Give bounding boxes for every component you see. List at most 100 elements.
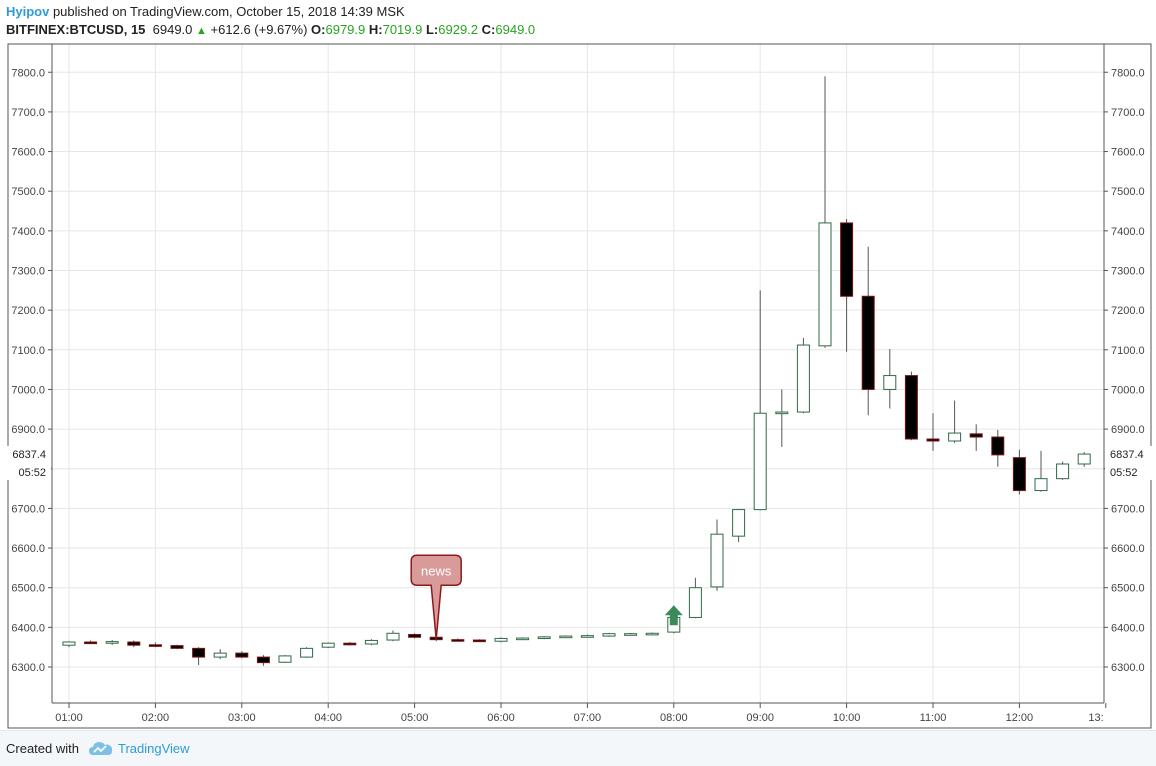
news-flag <box>410 554 462 640</box>
last-price: 6949.0 <box>152 22 193 37</box>
candle-body <box>904 375 918 440</box>
candle <box>732 509 746 543</box>
candle-body <box>62 641 76 646</box>
news-flag-label: news <box>421 563 452 578</box>
candle <box>62 641 76 648</box>
candles <box>62 76 1091 666</box>
candle <box>1012 449 1026 495</box>
candle-body <box>170 645 184 649</box>
candle <box>991 429 1005 467</box>
right-price-tick-label: 6400.0 <box>1111 622 1145 634</box>
candle-body <box>580 635 594 638</box>
price-label-bg <box>0 445 51 480</box>
created-with-text: Created with <box>6 741 79 756</box>
candle <box>537 636 551 640</box>
open-label: O: <box>311 22 326 37</box>
candle-body <box>127 641 141 646</box>
candle <box>753 290 767 511</box>
left-price-tick-label: 6600.0 <box>11 543 45 555</box>
left-price-tick-label: 7800.0 <box>11 67 45 79</box>
candle-body <box>710 533 724 588</box>
price-change: +612.6 (+9.67%) <box>210 22 308 37</box>
candle-body <box>969 433 983 438</box>
low-value: 6929.2 <box>438 22 479 37</box>
right-price-tick-label: 7100.0 <box>1111 345 1145 357</box>
candle <box>127 640 141 648</box>
time-tick-label: 05:00 <box>401 712 429 724</box>
candle-body <box>861 295 875 390</box>
left-price-tick-label: 7600.0 <box>11 147 45 159</box>
candle <box>840 218 854 352</box>
candle <box>818 76 832 348</box>
right-price-tick-label: 7700.0 <box>1111 107 1145 119</box>
time-tick-label: 02:00 <box>142 712 170 724</box>
candle-body <box>688 587 702 618</box>
left-price-tick-label: 6900.0 <box>11 424 45 436</box>
candle-body <box>321 642 335 648</box>
candle-body <box>559 635 573 639</box>
candle-body <box>948 432 962 442</box>
time-tick-label: 08:00 <box>660 712 688 724</box>
candle-body <box>1056 463 1070 480</box>
right-price-tick-label: 6500.0 <box>1111 583 1145 595</box>
candle <box>710 519 724 591</box>
open-value: 6979.9 <box>325 22 366 37</box>
candle-body <box>1077 453 1091 465</box>
buy-arrow-up-icon <box>664 605 683 626</box>
right-price-tick-label: 7800.0 <box>1111 67 1145 79</box>
tradingview-link[interactable]: TradingView <box>118 741 190 756</box>
candle <box>278 655 292 664</box>
author-link[interactable]: Hyipov <box>6 4 50 19</box>
candle-body <box>494 637 508 642</box>
bar-countdown-label: 05:52 <box>18 467 46 479</box>
tradingview-cloud-icon[interactable] <box>88 739 114 757</box>
time-tick-label: 04:00 <box>314 712 342 724</box>
candle <box>861 246 875 416</box>
right-price-tick-label: 6900.0 <box>1111 424 1145 436</box>
candle-body <box>516 637 530 641</box>
candle <box>645 632 659 636</box>
candle <box>1034 450 1048 492</box>
published-text: published on TradingView.com, October 15… <box>49 4 405 19</box>
candle <box>321 642 335 648</box>
candle <box>775 389 789 447</box>
candle <box>580 634 594 638</box>
candle <box>494 637 508 643</box>
candle-body <box>148 644 162 647</box>
candle-body <box>818 222 832 347</box>
candle-body <box>235 652 249 658</box>
candlestick-chart[interactable]: 6300.0 6300.0 6400.0 6400.0 6500.0 6500.0 6600… <box>0 0 1156 730</box>
right-price-tick-label: 7500.0 <box>1111 186 1145 198</box>
left-price-tick-label: 7500.0 <box>11 186 45 198</box>
candle-body <box>645 632 659 636</box>
candle <box>192 647 206 666</box>
candle-body <box>926 438 940 442</box>
right-price-tick-label: 7300.0 <box>1111 266 1145 278</box>
left-price-tick-label: 6700.0 <box>11 503 45 515</box>
left-price-tick-label: 7100.0 <box>11 345 45 357</box>
left-price-tick-label: 7000.0 <box>11 384 45 396</box>
candle <box>213 649 227 660</box>
candle-body <box>105 641 119 644</box>
candle-body <box>408 633 422 638</box>
candle <box>926 413 940 451</box>
candle <box>1056 461 1070 480</box>
annotations: news <box>410 554 683 640</box>
time-tick-label: 11:00 <box>920 712 947 724</box>
candle-body <box>192 647 206 658</box>
candle-body <box>796 344 810 413</box>
candle-body <box>624 633 638 636</box>
price-label-bg <box>1105 445 1156 480</box>
candle <box>1077 452 1091 467</box>
candle <box>796 337 810 414</box>
time-tick-label: 12:00 <box>1006 712 1034 724</box>
candle <box>624 632 638 636</box>
left-price-tick-label: 7300.0 <box>11 266 45 278</box>
candle-body <box>343 642 357 646</box>
time-tick-label: 06:00 <box>487 712 515 724</box>
candle-body <box>840 222 854 297</box>
high-label: H: <box>368 22 383 37</box>
candle-body <box>386 632 400 641</box>
price-labels: 6837.4 05:52 6837.4 05:52 <box>0 445 1156 480</box>
right-price-tick-label: 6600.0 <box>1111 543 1145 555</box>
